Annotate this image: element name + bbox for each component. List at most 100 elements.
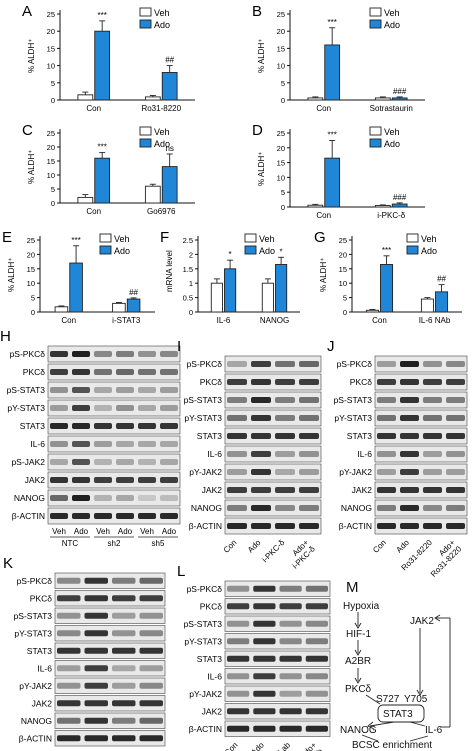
lane-label: Con <box>371 538 388 555</box>
lane-label: Veh <box>96 527 110 536</box>
blot-band <box>446 451 465 457</box>
blot-band <box>72 369 90 375</box>
lane-label: Ado <box>394 538 411 555</box>
blot-band <box>94 405 112 411</box>
blot-band <box>227 523 247 529</box>
blot-strip <box>374 391 468 409</box>
y-axis-label: % ALDH⁺ <box>7 258 16 292</box>
blot-band <box>305 603 328 610</box>
blot-band <box>112 647 136 654</box>
y-tick-label: 5 <box>343 294 347 303</box>
blot-band <box>305 620 328 627</box>
blot-band <box>299 469 319 475</box>
blot-band <box>279 708 302 715</box>
blot-band <box>299 415 319 421</box>
blot-band <box>377 361 396 367</box>
blot-band <box>50 405 68 411</box>
legend-swatch-veh <box>369 126 382 136</box>
significance-label: *** <box>328 130 337 139</box>
blot-row-label: IL-6 <box>30 439 45 449</box>
blot-band <box>251 523 271 529</box>
blot-band <box>160 441 178 447</box>
blot-band <box>423 505 442 511</box>
blot-row-label: IL-6 <box>37 663 52 673</box>
legend-swatch-ado <box>406 245 419 255</box>
blot-band <box>50 459 68 465</box>
blot-band <box>57 700 81 707</box>
blot-band <box>57 682 81 689</box>
x-tick-label: i-PKC-δ <box>377 211 406 220</box>
blot-band <box>251 487 271 493</box>
blot-band <box>305 585 328 592</box>
blot-band <box>112 735 136 742</box>
blot-band <box>139 612 163 619</box>
blot-row-label: STAT3 <box>197 431 222 441</box>
x-tick-label: NANOG <box>260 316 289 325</box>
blot-row-label: pS-STAT3 <box>334 395 373 405</box>
bar <box>94 157 111 204</box>
lane-label-line: Ado <box>246 538 263 555</box>
lane-label: Con <box>222 538 239 555</box>
blot-band <box>50 441 68 447</box>
blot-strip <box>47 453 181 471</box>
blot-band <box>116 495 134 501</box>
lane-label: IL-6 ab <box>268 740 292 751</box>
blot-band <box>279 638 302 645</box>
blot-panel-j: JpS-PKCδ PKCδ pS-STAT3 pY-STAT3 STAT3 IL-6 pY-… <box>327 338 468 579</box>
significance-label: *** <box>98 143 107 152</box>
blot-row-label: PKCδ <box>350 377 372 387</box>
blot-band <box>400 523 419 529</box>
blot-band <box>400 451 419 457</box>
panel-label: D <box>252 122 263 139</box>
blot-strip <box>47 507 181 525</box>
blot-band <box>227 487 247 493</box>
blot-band <box>446 523 465 529</box>
blot-band <box>299 433 319 439</box>
x-tick-label: Con <box>61 316 76 325</box>
blot-band <box>227 397 247 403</box>
y-tick-label: 5 <box>51 185 55 194</box>
blot-band <box>400 415 419 421</box>
blot-band <box>160 405 178 411</box>
blot-row-label: JAK2 <box>202 706 223 716</box>
stat3-box <box>377 704 425 723</box>
blot-band <box>446 505 465 511</box>
legend-label-ado: Ado <box>259 246 275 256</box>
bar <box>112 302 126 313</box>
blot-band <box>446 415 465 421</box>
blot-band <box>160 495 178 501</box>
blot-band <box>400 379 419 385</box>
bar <box>94 30 111 101</box>
bar <box>324 44 341 101</box>
y-tick-label: 5 <box>31 294 35 303</box>
legend-label-veh: Veh <box>154 127 170 137</box>
significance-label: *** <box>382 246 391 255</box>
blot-band <box>305 725 328 732</box>
blot-band <box>160 459 178 465</box>
blot-band <box>50 351 68 357</box>
blot-row-label: β-ACTIN <box>189 724 222 734</box>
x-tick-label: Sotrastaurin <box>370 104 413 113</box>
blot-band <box>279 603 302 610</box>
blot-strip <box>54 712 166 729</box>
blot-band <box>84 665 108 672</box>
blot-band <box>138 423 156 429</box>
x-tick-label: i-STAT3 <box>112 316 141 325</box>
legend-label-ado: Ado <box>384 139 400 149</box>
blot-band <box>160 369 178 375</box>
bar <box>420 298 434 313</box>
chart-panel-e: E % ALDH⁺ 0 5 10 15 20 25 Con *** i-STAT3 ## Veh Ado <box>2 229 155 325</box>
blot-strip <box>224 650 331 667</box>
bar <box>77 196 94 204</box>
blot-band <box>94 441 112 447</box>
blot-band <box>50 513 68 519</box>
y-tick-label: 10 <box>277 62 285 71</box>
y-tick-label: 15 <box>339 265 347 274</box>
y-tick-label: 20 <box>47 27 55 36</box>
legend-swatch-veh <box>244 233 257 243</box>
blot-band <box>94 513 112 519</box>
legend-swatch-ado <box>139 138 152 148</box>
group-label: sh5 <box>152 539 165 548</box>
blot-band <box>84 682 108 689</box>
blot-band <box>72 387 90 393</box>
